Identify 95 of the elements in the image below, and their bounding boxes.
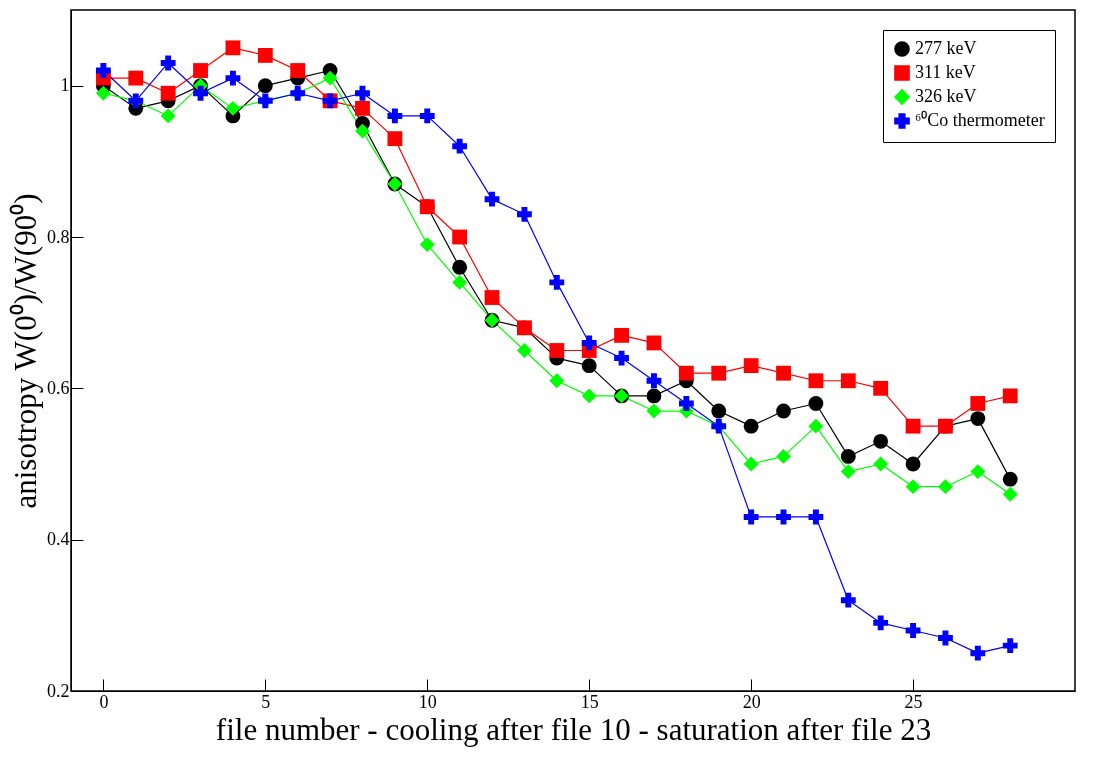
point	[549, 373, 565, 389]
x-tick-label: 5	[261, 691, 271, 712]
point	[1002, 486, 1018, 502]
point	[678, 396, 694, 411]
legend-label: 326 keV	[915, 86, 977, 106]
point	[581, 388, 597, 404]
x-tick-label: 0	[99, 691, 109, 712]
point	[873, 433, 889, 449]
point	[776, 509, 791, 525]
point	[970, 464, 986, 479]
point	[776, 365, 791, 381]
x-tick-label: 25	[904, 691, 923, 712]
x-tick-label: 20	[742, 691, 761, 712]
point	[549, 343, 565, 358]
point	[452, 274, 468, 290]
legend-label: 277 keV	[915, 38, 977, 58]
point	[225, 40, 241, 56]
point	[808, 396, 824, 411]
legend-label: ⁶⁰Co thermometer	[915, 110, 1045, 130]
point	[808, 418, 824, 434]
point	[193, 85, 208, 101]
point	[614, 327, 629, 343]
point	[484, 290, 500, 305]
point	[355, 85, 370, 101]
y-tick-label: 1	[60, 75, 70, 96]
x-axis-title: file number - cooling after file 10 - saturation after file 23	[215, 711, 932, 747]
point	[581, 335, 597, 351]
point	[743, 456, 759, 472]
point	[970, 645, 986, 661]
point	[355, 100, 370, 116]
point	[873, 615, 889, 631]
point	[808, 509, 824, 525]
point	[1002, 471, 1018, 487]
point	[743, 509, 759, 525]
point	[1002, 388, 1018, 404]
point	[646, 373, 662, 389]
point	[128, 70, 144, 86]
point	[938, 479, 953, 495]
y-axis-title: anisotropy W(0⁰)/W(90⁰)	[8, 193, 43, 509]
point	[517, 206, 532, 222]
point	[776, 403, 791, 419]
point	[1002, 638, 1018, 654]
point	[840, 373, 856, 389]
point	[517, 343, 532, 358]
point	[840, 592, 856, 608]
point	[257, 47, 273, 63]
point	[484, 191, 500, 207]
point	[160, 55, 176, 71]
point	[225, 100, 241, 116]
point	[905, 623, 921, 638]
point	[322, 70, 338, 86]
point	[873, 380, 889, 396]
point	[711, 403, 727, 419]
point	[938, 630, 953, 646]
point	[225, 70, 241, 86]
point	[581, 358, 597, 374]
y-tick-label: 0.4	[47, 529, 70, 550]
point	[95, 85, 111, 101]
point	[193, 63, 208, 78]
point	[646, 403, 662, 419]
point	[160, 85, 176, 101]
point	[419, 237, 435, 252]
point	[387, 108, 403, 124]
legend-label: 311 keV	[915, 62, 976, 82]
x-tick-label: 15	[580, 691, 599, 712]
point	[549, 274, 565, 290]
point	[711, 365, 727, 381]
point	[905, 456, 921, 472]
point	[387, 131, 403, 147]
point	[160, 108, 176, 124]
point	[257, 78, 273, 94]
y-tick-label: 0.2	[47, 680, 70, 701]
point	[452, 138, 468, 154]
point	[808, 373, 824, 389]
point	[678, 365, 694, 381]
y-tick-label: 0.8	[47, 226, 70, 247]
point	[840, 449, 856, 464]
point	[614, 350, 629, 366]
point	[970, 396, 986, 411]
point	[452, 229, 468, 245]
point	[840, 464, 856, 479]
point	[743, 418, 759, 434]
point	[95, 63, 111, 78]
point	[452, 259, 468, 275]
point	[290, 63, 306, 78]
point	[776, 449, 791, 464]
y-tick-label: 0.6	[47, 377, 70, 398]
point	[905, 479, 921, 495]
point	[873, 456, 889, 472]
point	[646, 388, 662, 404]
point	[743, 358, 759, 374]
point	[419, 108, 435, 124]
point	[970, 411, 986, 426]
x-tick-label: 10	[418, 691, 437, 712]
point	[905, 418, 921, 434]
